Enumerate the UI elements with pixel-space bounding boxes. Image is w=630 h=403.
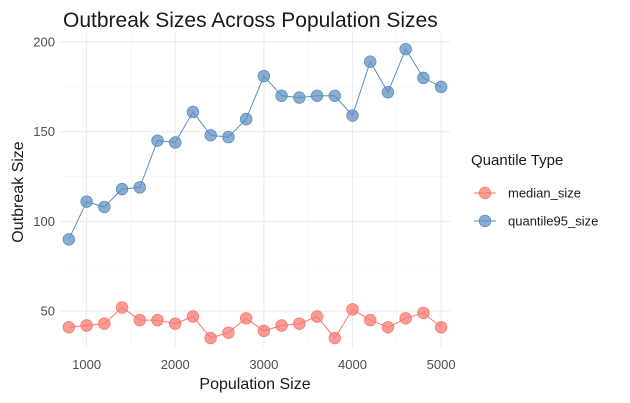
data-point: [222, 326, 235, 339]
data-point: [328, 331, 341, 345]
y-tick-label: 150: [33, 124, 55, 139]
data-point: [133, 313, 146, 327]
x-tick-label: 4000: [338, 357, 367, 372]
y-axis-title: Outbreak Size: [10, 141, 27, 242]
y-axis-ticks: 50 100 150 200: [33, 34, 55, 318]
series-layer: [62, 42, 448, 345]
x-axis-ticks: 1000 2000 3000 4000 5000: [72, 357, 455, 372]
legend-label: quantile95_size: [508, 214, 598, 229]
series-quantile95_size: [62, 42, 448, 246]
data-point: [98, 317, 111, 330]
data-point: [169, 317, 182, 330]
data-point: [80, 195, 93, 208]
data-point: [434, 321, 448, 334]
data-point: [346, 303, 359, 316]
x-tick-label: 2000: [161, 357, 190, 372]
data-point: [293, 91, 306, 104]
data-point: [115, 301, 129, 314]
data-point: [381, 321, 395, 334]
data-point: [310, 89, 324, 103]
data-point: [364, 55, 377, 68]
legend-item: median_size: [474, 186, 581, 201]
data-point: [62, 321, 76, 334]
data-point: [417, 306, 430, 320]
data-point: [222, 130, 235, 144]
y-tick-label: 200: [33, 34, 55, 49]
data-point: [151, 134, 164, 147]
data-point: [186, 310, 200, 323]
data-point: [133, 181, 146, 194]
legend-key-point: [478, 186, 492, 200]
data-point: [346, 109, 359, 122]
data-point: [151, 313, 164, 327]
data-point: [80, 319, 93, 332]
data-point: [293, 317, 306, 330]
data-point: [169, 136, 182, 149]
series-median_size: [62, 301, 448, 345]
legend-label: median_size: [508, 186, 581, 201]
data-point: [328, 89, 341, 103]
data-point: [257, 69, 271, 83]
y-tick-label: 50: [41, 304, 55, 319]
x-axis-title: Population Size: [199, 376, 310, 393]
data-point: [115, 182, 129, 196]
legend: Quantile Type median_size quantile95_size: [471, 152, 598, 229]
data-point: [98, 200, 111, 214]
data-point: [399, 312, 412, 325]
data-point: [399, 42, 412, 56]
data-point: [364, 313, 377, 327]
data-point: [239, 312, 253, 325]
data-point: [275, 89, 288, 103]
series-line: [68, 306, 442, 339]
legend-title: Quantile Type: [471, 152, 563, 169]
data-point: [310, 310, 324, 323]
data-point: [275, 319, 288, 332]
data-point: [186, 105, 200, 119]
legend-key-point: [478, 214, 492, 228]
chart-title: Outbreak Sizes Across Population Sizes: [63, 9, 438, 32]
x-tick-label: 5000: [427, 357, 456, 372]
data-point: [239, 112, 253, 126]
data-point: [257, 324, 271, 338]
y-tick-label: 100: [33, 214, 55, 229]
data-point: [381, 86, 395, 99]
series-line: [68, 48, 442, 240]
data-point: [62, 233, 76, 246]
data-point: [434, 80, 448, 94]
x-tick-label: 1000: [72, 357, 101, 372]
legend-item: quantile95_size: [474, 214, 598, 229]
x-tick-label: 3000: [249, 357, 278, 372]
data-point: [204, 129, 217, 142]
data-point: [417, 71, 430, 85]
data-point: [204, 331, 217, 345]
